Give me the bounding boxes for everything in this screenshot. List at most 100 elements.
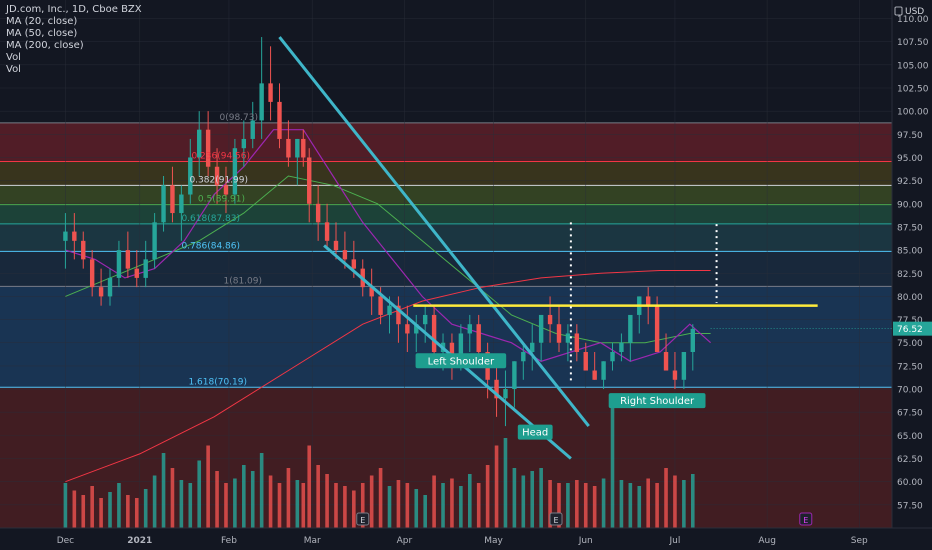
time-axis[interactable]: Dec 2021 Feb Mar Apr May Jun Jul Aug Sep	[0, 527, 932, 550]
indicator-legend: JD.com, Inc., 1D, Cboe BZX MA (20, close…	[6, 4, 142, 76]
candle-body	[672, 370, 678, 380]
candle-body	[197, 129, 202, 158]
candle-body	[538, 314, 544, 343]
volume-bar	[601, 478, 606, 528]
volume-bar	[539, 468, 543, 528]
volume-bar	[250, 471, 255, 528]
candle-body	[232, 148, 238, 195]
fib-zone-0.786	[0, 251, 892, 287]
candle-body	[414, 324, 419, 334]
ma20-line	[65, 129, 711, 362]
candle-body	[521, 352, 526, 362]
volume-bar	[117, 483, 121, 528]
volume-bar	[301, 483, 306, 528]
price-tick-label: 85.00	[897, 247, 923, 257]
volume-bar	[295, 480, 300, 528]
drawings[interactable]	[278, 36, 818, 460]
volume-bar	[108, 492, 112, 528]
candle-body	[241, 138, 247, 149]
earnings-marker	[549, 512, 563, 526]
fib-label-0.382: 0.382(91.99)	[189, 175, 248, 185]
volume-bar	[72, 490, 77, 528]
volume-bar	[423, 495, 427, 528]
volume-bar	[646, 478, 650, 528]
candle-body	[89, 259, 95, 288]
candle-body	[583, 352, 588, 371]
earnings-marker	[799, 512, 813, 526]
volume-bar	[343, 486, 347, 528]
volume-bar	[530, 471, 535, 528]
price-tick-label: 105.00	[897, 61, 929, 71]
candle-body	[301, 138, 306, 158]
volume-bar	[450, 478, 454, 528]
fib-zone-0	[0, 122, 892, 162]
candle-body	[628, 314, 633, 343]
volume-bar	[467, 474, 472, 528]
candle-body	[152, 222, 157, 260]
fib-label-0: 0(98.73)	[219, 113, 258, 123]
last-price-badge	[893, 321, 932, 336]
volume-bar	[134, 498, 139, 528]
time-tick-label: Sep	[851, 536, 868, 546]
candle-body	[690, 328, 695, 352]
volume-bar	[557, 483, 561, 528]
candle-body	[494, 379, 499, 399]
volume-bar	[396, 480, 401, 528]
ma200-path	[65, 270, 711, 483]
volume-bar	[655, 483, 659, 528]
candle-body	[72, 231, 77, 241]
time-tick-label: 2021	[127, 536, 152, 546]
candle-body	[351, 259, 357, 269]
candle-body	[547, 314, 553, 325]
upper-trendline	[278, 36, 590, 428]
symbol-title[interactable]: JD.com, Inc., 1D, Cboe BZX	[6, 4, 142, 15]
candle-body	[324, 222, 330, 241]
volume-bar	[387, 486, 392, 528]
volume-bar	[143, 489, 148, 528]
earnings-label: E	[803, 516, 808, 525]
candle-body	[214, 166, 220, 186]
volume-bar	[179, 480, 184, 528]
candle-body	[378, 296, 383, 315]
legend-vol-2[interactable]: Vol	[6, 64, 21, 75]
annotation-box	[517, 424, 553, 440]
price-tick-label: 102.50	[897, 85, 929, 95]
candle-body	[654, 305, 660, 352]
candle-body	[342, 250, 348, 260]
fib-label-0.786: 0.786(84.86)	[181, 241, 240, 251]
fib-zone-0.382	[0, 185, 892, 205]
fib-zone-0.5	[0, 204, 892, 224]
price-tick-label: 97.50	[897, 131, 923, 141]
candle-body	[601, 361, 606, 380]
candle-body	[295, 138, 300, 158]
earnings-label: E	[553, 516, 558, 525]
fibonacci-retracement[interactable]	[0, 122, 892, 528]
annotation-label: Right Shoulder	[620, 396, 695, 407]
legend-ma200[interactable]: MA (200, close)	[6, 40, 84, 51]
candle-body	[307, 157, 312, 204]
annotation-label: Head	[522, 428, 548, 439]
legend-vol-1[interactable]: Vol	[6, 52, 21, 63]
volume-bar	[548, 480, 552, 528]
volume-bar	[161, 453, 166, 528]
candle-body	[286, 138, 291, 158]
volume-bar	[485, 465, 490, 528]
volume-bar	[459, 486, 463, 528]
candle-body	[250, 120, 255, 139]
candle-body	[530, 342, 535, 352]
fib-label-1: 1(81.09)	[223, 276, 262, 286]
volume-bar	[378, 468, 383, 528]
price-axis[interactable]: 57.50 60.00 62.50 65.00 67.50 70.00 72.50 75.00…	[710, 0, 932, 550]
legend-ma20[interactable]: MA (20, close)	[6, 16, 78, 27]
earnings-marker	[356, 512, 370, 526]
ma200-line	[65, 270, 711, 483]
volume-bar	[432, 475, 436, 528]
candle-body	[268, 83, 273, 102]
candle-body	[387, 305, 392, 315]
legend-ma50[interactable]: MA (50, close)	[6, 28, 78, 39]
candle-body	[63, 231, 68, 241]
price-tick-label: 92.50	[897, 177, 923, 187]
candle-body	[396, 305, 401, 325]
volume-bar	[197, 460, 202, 528]
